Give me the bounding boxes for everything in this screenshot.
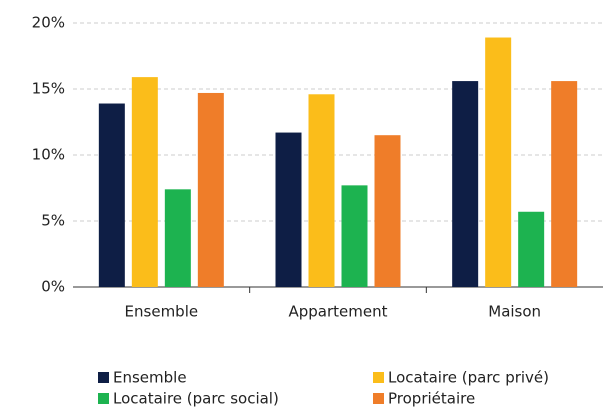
- legend-swatch: [98, 372, 109, 383]
- legend-label: Locataire (parc social): [113, 390, 279, 408]
- y-tick-label: 0%: [41, 278, 65, 296]
- x-tick-label: Appartement: [288, 303, 387, 321]
- bar: [374, 135, 401, 287]
- legend-swatch: [98, 393, 109, 404]
- bar: [275, 132, 302, 287]
- bar: [551, 81, 578, 287]
- bar: [131, 77, 158, 288]
- legend-swatch: [373, 393, 384, 404]
- bar: [485, 37, 512, 287]
- bar: [164, 189, 191, 287]
- bar: [518, 211, 545, 287]
- bar: [197, 92, 224, 288]
- legend-label: Locataire (parc privé): [388, 369, 549, 387]
- y-tick-label: 5%: [41, 212, 65, 230]
- x-tick-label: Maison: [488, 303, 541, 321]
- x-tick-label: Ensemble: [125, 303, 199, 321]
- bar: [98, 103, 125, 288]
- bar: [452, 81, 479, 287]
- bar: [341, 185, 368, 287]
- y-tick-label: 20%: [32, 14, 65, 32]
- y-tick-label: 10%: [32, 146, 65, 164]
- y-tick-label: 15%: [32, 80, 65, 98]
- legend-label: Propriétaire: [388, 390, 475, 408]
- bar: [308, 94, 335, 287]
- legend-label: Ensemble: [113, 369, 187, 387]
- legend-swatch: [373, 372, 384, 383]
